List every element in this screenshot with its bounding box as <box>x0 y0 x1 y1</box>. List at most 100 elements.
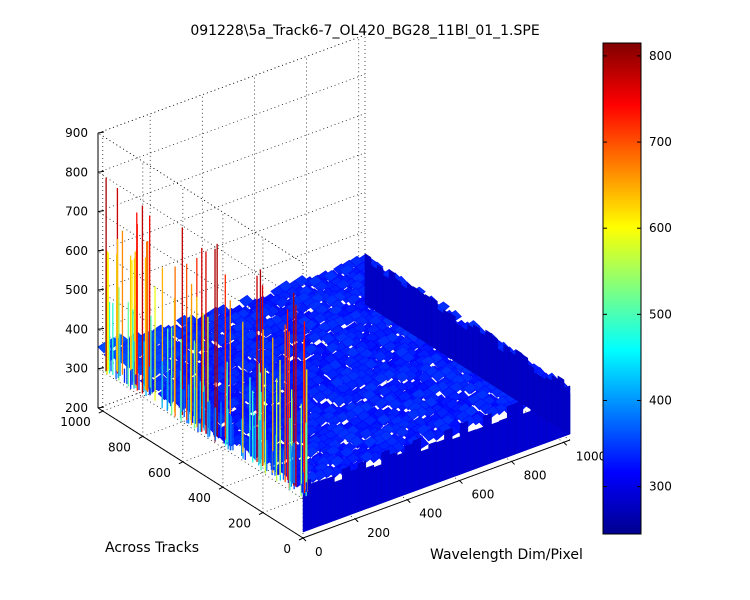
surface-skirt <box>499 417 508 461</box>
surface-patch <box>394 425 410 439</box>
surface-skirt <box>342 466 351 519</box>
surface-patch <box>325 445 341 458</box>
x-tick-label: 400 <box>419 507 442 521</box>
colorbar-tick-label: 300 <box>649 480 672 494</box>
surface-skirt <box>310 480 319 530</box>
x-tick-label: 800 <box>524 468 547 482</box>
surface-patch <box>376 413 392 426</box>
surface-skirt <box>364 253 372 309</box>
y-tick-label: 200 <box>228 517 251 531</box>
surface-patch <box>422 429 437 442</box>
z-tick <box>97 210 105 213</box>
surface-skirt <box>431 297 438 351</box>
surface-patch <box>312 390 328 403</box>
surface-skirt <box>515 348 523 404</box>
surface-patch <box>305 417 320 430</box>
z-tick-label: 200 <box>65 401 88 415</box>
grid-line <box>97 368 304 500</box>
surface-patch <box>345 346 360 359</box>
surface-patch <box>332 394 348 407</box>
surface-skirt <box>419 291 426 343</box>
y-tick <box>98 410 104 414</box>
surface-patch <box>362 436 378 449</box>
axis-line <box>302 439 571 539</box>
z-tick-label: 400 <box>65 322 88 336</box>
y-axis-label: Across Tracks <box>105 540 199 556</box>
surface-patch <box>430 369 446 383</box>
x-tick-label: 200 <box>367 526 390 540</box>
surface-patch <box>325 341 340 355</box>
surface-patch <box>313 280 329 293</box>
surface-skirt <box>539 375 547 420</box>
colorbar-tick-label: 800 <box>649 49 672 63</box>
surface-skirt <box>370 264 378 313</box>
grid-line <box>97 34 366 134</box>
surface-patch <box>345 293 361 306</box>
surface-skirt <box>467 429 477 472</box>
surface-skirt <box>479 331 486 382</box>
surface-patch <box>339 446 355 459</box>
surface-skirt <box>404 443 414 495</box>
surface-patch <box>274 296 290 309</box>
z-tick-label: 900 <box>65 126 88 140</box>
surface-skirt <box>483 412 492 467</box>
surface-skirt <box>461 326 468 370</box>
x-tick <box>511 461 515 465</box>
colorbar: 300 400 500 600 700 800 <box>602 42 672 535</box>
surface-skirt <box>396 452 406 498</box>
surface-skirt <box>485 329 492 385</box>
surface-skirt <box>425 294 432 347</box>
surface-skirt <box>545 376 553 424</box>
surface-patch <box>462 382 478 395</box>
surface-patch <box>373 397 389 410</box>
surface-skirt <box>412 286 420 339</box>
surface-skirt <box>443 309 450 359</box>
surface-skirt <box>491 334 498 389</box>
x-tick <box>354 518 359 523</box>
x-tick-label: 1000 <box>576 449 607 463</box>
surface-skirt <box>506 403 516 458</box>
surface-skirt <box>349 468 359 516</box>
z-tick-label: 600 <box>65 244 88 258</box>
surface-patch <box>242 361 258 374</box>
surface-patch <box>349 435 364 448</box>
surface-skirt <box>459 420 469 475</box>
x-tick <box>563 441 568 446</box>
y-tick <box>258 512 264 516</box>
z-tick <box>97 327 105 330</box>
surface-patch <box>323 270 339 283</box>
x-axis-label: Wavelength Dim/Pixel <box>430 547 583 563</box>
surface-patch <box>416 423 431 436</box>
surface-patch <box>225 396 241 409</box>
surface-skirt <box>357 460 367 513</box>
surface-skirt <box>473 324 480 378</box>
colorbar-ticks: 300 400 500 600 700 800 <box>603 49 672 494</box>
surface-patch <box>307 331 322 344</box>
surface-skirt <box>428 441 437 487</box>
colorbar-tick-label: 700 <box>649 135 672 149</box>
grid-line <box>97 73 366 173</box>
x-tick <box>459 480 463 484</box>
surface-skirt <box>406 282 414 336</box>
y-tick-label: 0 <box>283 542 291 556</box>
z-tick <box>97 131 105 134</box>
y-tick-label: 1000 <box>60 415 91 429</box>
surface-skirt <box>388 269 396 324</box>
y-tick-label: 600 <box>148 466 171 480</box>
grid-line <box>97 132 304 264</box>
surface-skirt <box>533 371 541 416</box>
surface-skirt <box>522 410 531 452</box>
surface-skirt <box>551 375 559 427</box>
z-tick <box>97 288 105 291</box>
surface-skirt <box>509 351 516 401</box>
surface-skirt <box>449 312 456 362</box>
surface-patch <box>372 350 388 363</box>
colorbar-tick-label: 500 <box>649 307 672 321</box>
surface-skirt <box>437 308 444 355</box>
surface-skirt <box>318 478 327 527</box>
surface-patch <box>302 319 318 332</box>
surface-skirt <box>365 464 374 510</box>
surface-skirt <box>373 464 382 507</box>
z-tick <box>97 367 105 370</box>
z-tick <box>97 170 105 173</box>
